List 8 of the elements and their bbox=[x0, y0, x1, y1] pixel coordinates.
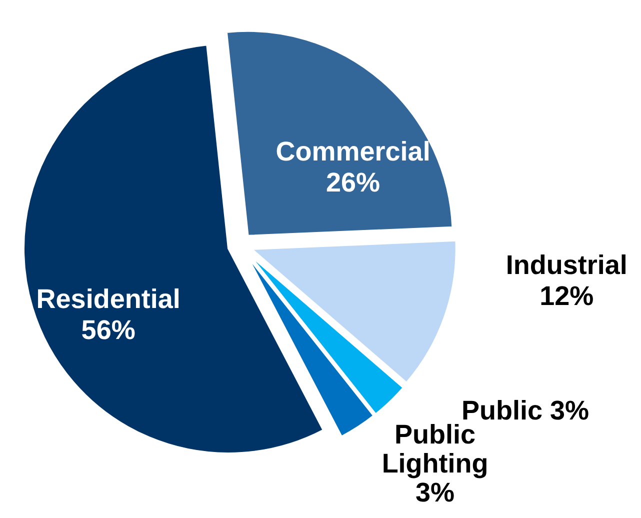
data-label: 12% bbox=[540, 281, 594, 312]
data-label: 3% bbox=[416, 478, 455, 508]
slice-label: Commercial bbox=[276, 136, 430, 166]
data-label: 26% bbox=[326, 167, 380, 198]
slice-label: Industrial bbox=[506, 250, 628, 280]
slice-label: Residential bbox=[36, 284, 180, 314]
category-label: Lighting bbox=[382, 448, 488, 479]
data-label: 56% bbox=[81, 315, 136, 346]
